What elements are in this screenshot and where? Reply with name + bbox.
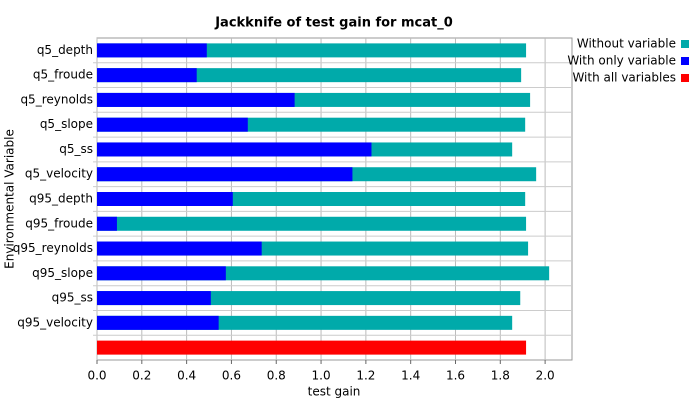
x-tick-label: 0.0 [87,369,106,383]
legend-label: With all variables [572,71,676,85]
y-tick-label: q5_froude [33,68,93,82]
y-tick-label: q95_ss [52,291,93,305]
bar [97,167,353,182]
y-axis-label: Environmental Variable [3,129,17,269]
bar [97,142,372,157]
y-tick-label: q95_depth [29,192,93,206]
x-tick-label: 0.4 [177,369,196,383]
y-tick-label: q5_slope [40,117,93,131]
y-tick-label: q95_velocity [17,315,93,329]
y-tick-label: q5_velocity [25,167,93,181]
x-tick-label: 1.2 [356,369,375,383]
bar [97,266,226,281]
legend-label: Without variable [577,37,676,51]
y-tick-label: q95_reynolds [13,241,93,255]
bar [97,216,117,231]
bar [97,43,207,58]
bar [97,340,527,355]
y-tick-label: q95_froude [25,216,93,230]
bar [97,291,211,306]
legend-swatch [681,74,689,82]
y-tick-label: q5_ss [59,142,93,156]
bar [97,68,522,83]
x-tick-label: 0.2 [132,369,151,383]
x-tick-label: 1.0 [312,369,331,383]
x-tick-label: 2.0 [536,369,555,383]
bar [97,117,248,132]
bar [97,92,295,107]
x-tick-label: 1.6 [446,369,465,383]
y-tick-label: q95_slope [32,266,93,280]
x-axis-label: test gain [308,385,361,399]
x-tick-label: 0.8 [267,369,286,383]
bar [97,192,233,206]
y-tick-label: q5_reynolds [20,92,93,106]
y-tick-label: q5_depth [37,43,93,57]
bar [97,241,262,256]
x-tick-label: 0.6 [222,369,241,383]
x-tick-label: 1.8 [491,369,510,383]
x-tick-label: 1.4 [401,369,420,383]
bar [97,216,527,231]
bar [97,68,197,83]
legend-label: With only variable [567,54,676,68]
legend-swatch [681,57,689,65]
bar [97,315,219,330]
legend-swatch [681,40,689,48]
chart-title: Jackknife of test gain for mcat_0 [214,16,453,31]
